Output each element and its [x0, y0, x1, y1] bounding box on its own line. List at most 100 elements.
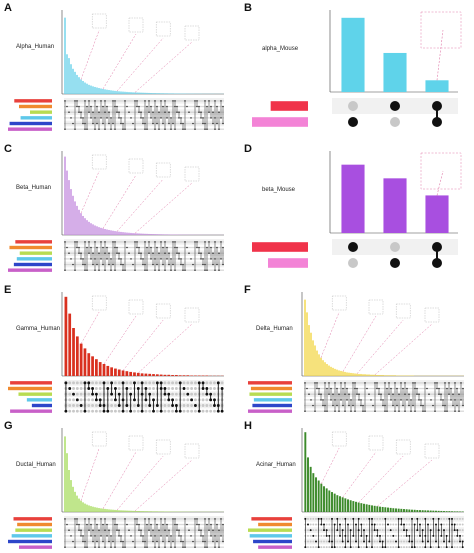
matrix-dot-inactive: [458, 382, 460, 384]
matrix-dot-inactive: [190, 404, 194, 407]
callout-line: [80, 170, 100, 214]
intersection-bar: [90, 223, 92, 235]
matrix-dot-inactive: [144, 381, 148, 385]
matrix-dot-inactive: [100, 122, 102, 125]
matrix-dot-inactive: [354, 546, 358, 549]
matrix-dot-inactive: [78, 258, 80, 260]
matrix-dot-active: [328, 382, 330, 384]
matrix-dot-inactive: [176, 518, 178, 520]
callout-line: [342, 451, 377, 498]
matrix-dot-inactive: [362, 393, 364, 395]
intersection-bar: [128, 92, 130, 94]
matrix-dot-active: [134, 269, 136, 271]
matrix-dot-inactive: [306, 410, 308, 412]
matrix-dot-inactive: [172, 269, 174, 271]
intersection-bar: [379, 506, 381, 512]
matrix-dot-inactive: [138, 117, 140, 119]
matrix-dot-inactive: [422, 399, 424, 401]
matrix-dot-inactive: [450, 382, 452, 384]
matrix-dot-inactive: [142, 241, 144, 243]
matrix-dot-inactive: [156, 546, 158, 548]
matrix-dot-inactive: [162, 100, 164, 102]
matrix-dot-inactive: [130, 128, 132, 130]
matrix-dot-inactive: [190, 546, 192, 548]
matrix-dot-active: [394, 382, 396, 384]
matrix-dot-inactive: [328, 399, 330, 401]
matrix-dot-inactive: [206, 241, 208, 243]
matrix-dot-active: [168, 111, 170, 113]
intersection-bar: [158, 511, 160, 512]
matrix-dot-inactive: [338, 517, 342, 520]
set-size-bar: [30, 110, 52, 114]
matrix-dot-inactive: [122, 246, 124, 249]
callout-box: [155, 303, 171, 319]
matrix-dot-active: [314, 382, 316, 384]
matrix-dot-inactive: [72, 409, 75, 413]
matrix-dot-inactive: [312, 523, 315, 526]
intersection-bar: [106, 365, 110, 376]
intersection-bar: [150, 511, 152, 512]
intersection-bar: [394, 375, 396, 376]
matrix-dot-inactive: [400, 529, 403, 532]
matrix-dot-inactive: [66, 111, 68, 113]
intersection-bar: [352, 501, 355, 512]
matrix-dot-inactive: [72, 258, 74, 260]
matrix-dot-inactive: [79, 387, 83, 390]
matrix-dot-inactive: [82, 100, 84, 102]
matrix-dot-inactive: [218, 105, 220, 108]
matrix-dot-inactive: [68, 269, 70, 271]
callout-line: [321, 447, 340, 484]
matrix-dot-inactive: [378, 517, 382, 520]
matrix-dot-active: [422, 410, 424, 412]
matrix-dot-inactive: [116, 241, 118, 243]
matrix-dot-inactive: [365, 529, 368, 532]
matrix-dot-inactive: [150, 546, 152, 548]
matrix-dot-active: [404, 410, 406, 412]
matrix-dot-inactive: [117, 387, 121, 390]
matrix-dot-inactive: [346, 382, 348, 384]
intersection-bar: [429, 510, 432, 512]
matrix-dot-active: [389, 529, 392, 532]
matrix-dot-inactive: [338, 382, 340, 384]
matrix-dot-active: [148, 241, 150, 243]
matrix-dot-inactive: [205, 398, 209, 402]
matrix-dot-inactive: [68, 258, 70, 260]
matrix-dot-inactive: [193, 398, 197, 402]
matrix-dot-inactive: [420, 382, 422, 384]
callout-box: [184, 166, 200, 182]
matrix-dot-inactive: [130, 111, 132, 113]
matrix-dot-active: [424, 410, 426, 412]
intersection-bar: [80, 213, 82, 235]
intersection-bar: [142, 92, 144, 94]
intersection-bar: [78, 498, 80, 512]
matrix-dot-inactive: [182, 523, 184, 526]
intersection-bar: [443, 511, 445, 512]
matrix-dot-active: [140, 529, 142, 531]
intersection-bar: [333, 493, 336, 512]
matrix-dot-inactive: [368, 382, 370, 384]
matrix-dot-inactive: [320, 534, 323, 537]
intersection-bar: [154, 234, 156, 235]
matrix-dot-inactive: [222, 546, 224, 548]
matrix-dot-inactive: [188, 105, 190, 108]
matrix-dot-inactive: [79, 398, 83, 402]
matrix-dot-inactive: [72, 128, 74, 130]
matrix-dot-inactive: [116, 518, 118, 520]
matrix-dot-inactive: [140, 263, 142, 266]
matrix-dot-inactive: [356, 399, 358, 401]
matrix-dot-inactive: [332, 410, 334, 412]
matrix-dot-inactive: [78, 263, 80, 266]
matrix-stripe: [64, 538, 224, 545]
matrix-dot-inactive: [190, 263, 192, 266]
matrix-dot-inactive: [136, 529, 138, 531]
intersection-bar: [142, 233, 144, 235]
matrix-dot-inactive: [138, 518, 140, 520]
intersection-bar: [144, 511, 146, 512]
intersection-bar: [160, 93, 162, 94]
intersection-bar: [80, 79, 82, 94]
matrix-stripe: [64, 98, 224, 104]
matrix-dot-inactive: [140, 100, 142, 102]
matrix-dot-active: [390, 101, 400, 111]
matrix-dot-inactive: [178, 269, 180, 271]
intersection-bar: [383, 52, 407, 92]
